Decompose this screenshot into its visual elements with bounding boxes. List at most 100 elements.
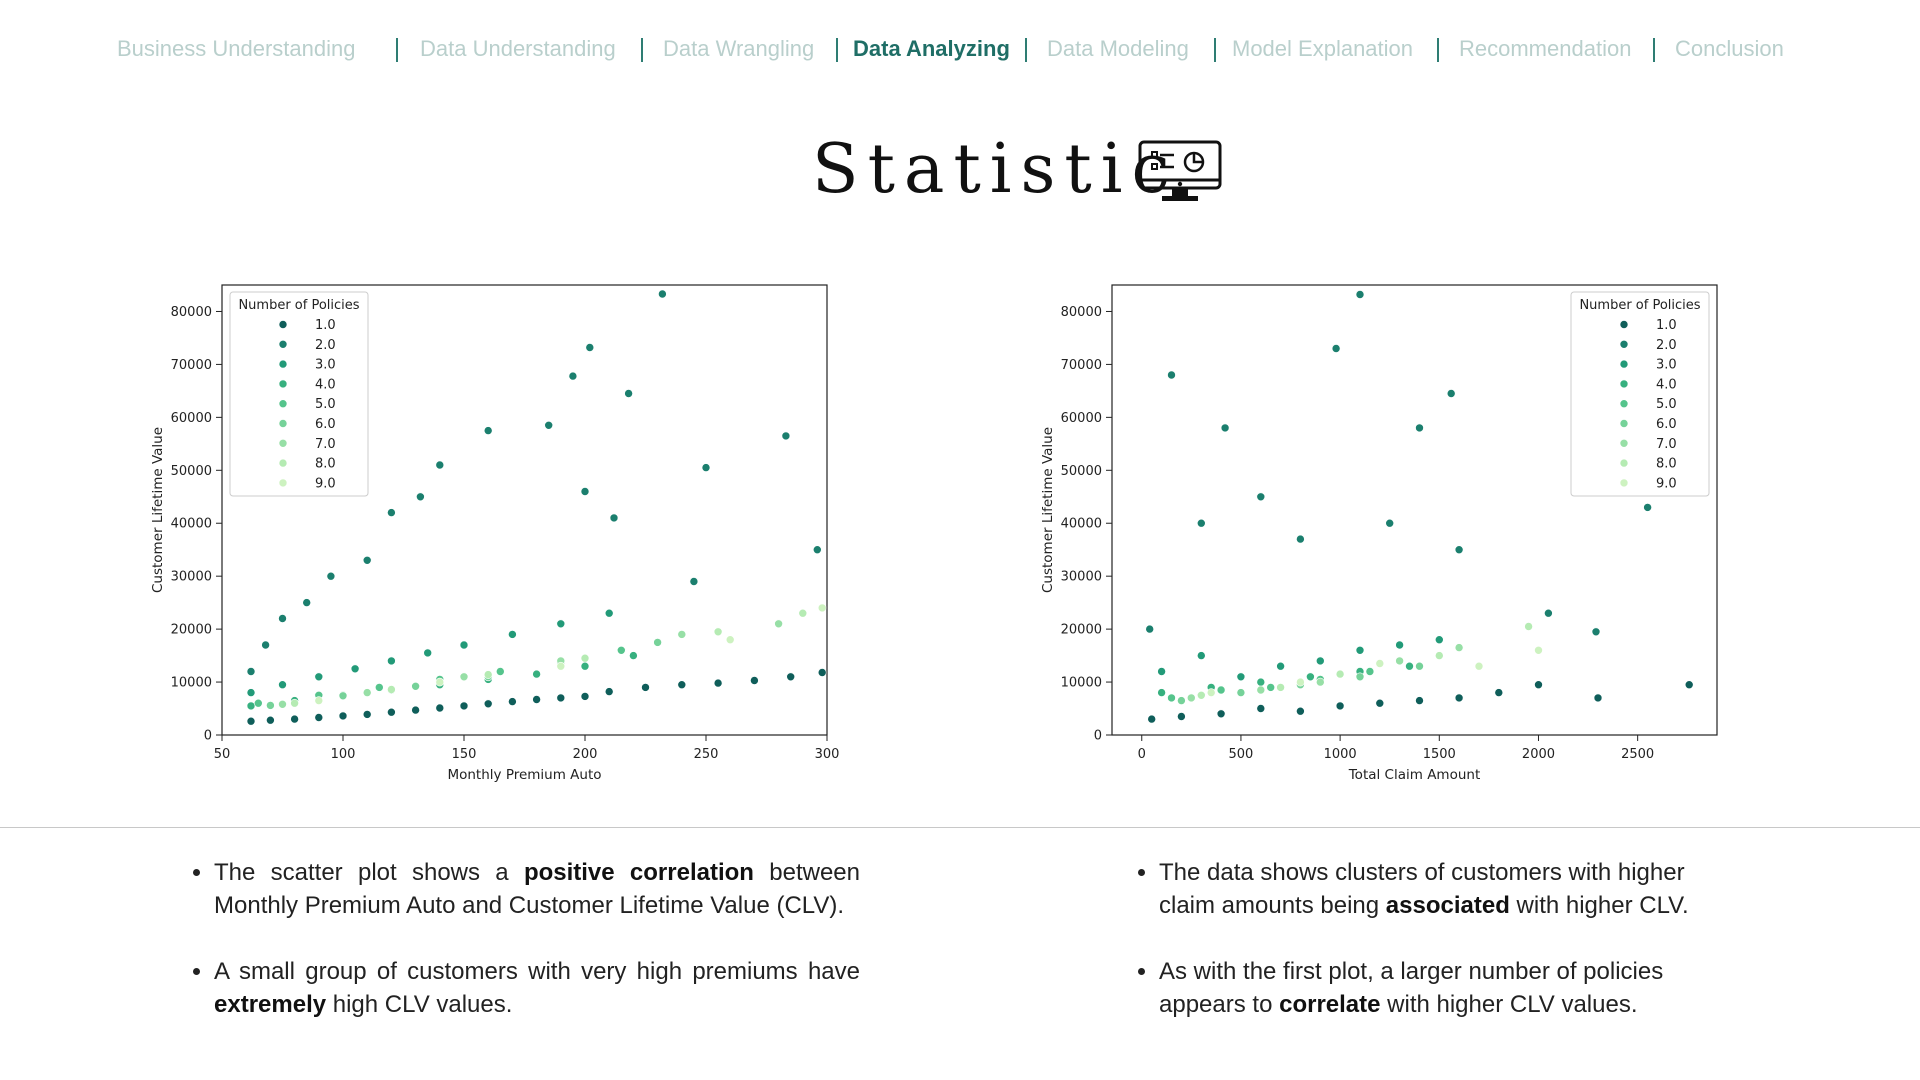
data-point — [580, 487, 590, 496]
nav-item-conclusion[interactable]: Conclusion — [1675, 36, 1784, 61]
data-point — [416, 492, 425, 502]
data-point — [1331, 344, 1341, 353]
nav-item-data-understanding[interactable]: Data Understanding — [420, 36, 616, 61]
data-point — [1236, 688, 1246, 697]
data-point — [483, 699, 493, 709]
legend-marker — [278, 419, 288, 428]
data-point — [375, 683, 384, 692]
right-insights: The data shows clusters of customers wit… — [1135, 856, 1705, 1054]
data-point — [568, 371, 578, 381]
y-axis-label: Customer Lifetime Value — [1040, 427, 1056, 593]
data-point — [1684, 680, 1694, 690]
data-point — [290, 698, 299, 708]
data-point — [362, 555, 372, 565]
data-point — [1375, 659, 1385, 668]
premium-vs-clv-chart: 50 100 150 200 250 300 0 10000 20000 30000 40000 50… — [150, 284, 839, 783]
nav-item-business-understanding[interactable]: Business Understanding — [117, 36, 356, 61]
page-title: Statistic — [812, 130, 1179, 209]
claim-vs-clv-chart: 0 500 1000 1500 2000 2500 0 10000 20000 30000 4000… — [1040, 284, 1718, 783]
data-point — [1256, 704, 1266, 713]
data-point — [1187, 693, 1196, 703]
data-point — [556, 693, 566, 703]
insight-emphasis: positive correlation — [523, 859, 754, 886]
data-point — [302, 598, 311, 607]
data-point — [314, 713, 324, 722]
nav-item-recommendation[interactable]: Recommendation — [1459, 36, 1632, 61]
insight-text: The data shows clusters of customers wit… — [1159, 859, 1685, 919]
data-point — [459, 672, 469, 682]
data-point — [774, 619, 783, 629]
data-point — [653, 638, 662, 647]
insight-text: high CLV values. — [326, 991, 513, 1018]
nav-item-data-analyzing[interactable]: Data Analyzing — [853, 36, 1010, 61]
data-point — [1177, 712, 1186, 721]
insight-bullet: The data shows clusters of customers wit… — [1159, 856, 1705, 922]
data-point — [1177, 696, 1186, 705]
data-point — [1315, 677, 1325, 687]
legend-marker — [1619, 379, 1629, 389]
data-point — [1643, 503, 1652, 512]
data-point — [689, 577, 699, 586]
data-point — [1355, 290, 1365, 299]
data-point — [338, 691, 348, 701]
insight-emphasis: extremely — [214, 991, 327, 1018]
x-axis-label: Total Claim Amount — [1348, 767, 1481, 783]
legend-marker — [278, 359, 288, 369]
legend-marker — [1619, 419, 1629, 428]
legend-marker — [278, 379, 288, 389]
insight-emphasis: associated — [1385, 892, 1510, 919]
nav-item-data-wrangling[interactable]: Data Wrangling — [663, 36, 815, 61]
legend: Number of Policies 1.0 2.0 3.0 4.0 5.0 6.0 7.0 8… — [1570, 291, 1710, 497]
legend-entry-label: 7.0 — [1656, 437, 1677, 452]
data-point — [246, 701, 256, 711]
data-point — [556, 619, 566, 629]
data-point — [290, 714, 299, 724]
legend-marker — [278, 458, 288, 468]
data-point — [532, 669, 541, 679]
nav-item-data-modeling[interactable]: Data Modeling — [1047, 36, 1189, 61]
data-point — [1385, 518, 1395, 528]
y-tick-label: 20000 — [171, 623, 212, 638]
data-point — [278, 699, 287, 709]
y-tick-label: 80000 — [171, 305, 212, 320]
data-point — [1454, 545, 1464, 555]
legend-entry-label: 9.0 — [1656, 476, 1677, 491]
monitor-dashboard-icon — [1138, 140, 1222, 201]
data-point — [314, 696, 324, 705]
data-point — [459, 640, 469, 650]
y-tick-label: 70000 — [171, 358, 212, 373]
left-insights: The scatter plot shows a positive correl… — [190, 856, 860, 1054]
data-point — [786, 672, 796, 682]
x-tick-label: 2000 — [1522, 747, 1555, 762]
insight-bullet: As with the first plot, a larger number … — [1159, 955, 1705, 1021]
data-point — [1365, 667, 1375, 676]
data-point — [1197, 518, 1206, 528]
data-point — [1454, 693, 1464, 703]
data-point — [701, 463, 711, 472]
data-point — [641, 683, 650, 692]
data-point — [266, 701, 275, 710]
data-point — [1315, 656, 1325, 666]
y-tick-label: 60000 — [1061, 411, 1102, 426]
x-tick-label: 150 — [452, 747, 477, 762]
data-point — [750, 676, 759, 685]
nav-separator — [1025, 38, 1027, 62]
data-point — [246, 716, 256, 726]
data-point — [350, 664, 360, 674]
data-point — [604, 608, 614, 618]
data-point — [629, 651, 638, 660]
data-point — [1434, 635, 1444, 645]
nav-item-model-explanation[interactable]: Model Explanation — [1232, 36, 1414, 61]
data-point — [1206, 688, 1216, 697]
data-point — [314, 672, 324, 682]
data-point — [1296, 534, 1305, 544]
data-point — [1197, 690, 1206, 700]
data-point — [1593, 693, 1603, 703]
data-point — [624, 389, 633, 398]
insight-bullet: The scatter plot shows a positive correl… — [214, 856, 860, 922]
nav-separator — [641, 38, 643, 62]
data-point — [1415, 423, 1424, 433]
data-point — [387, 707, 396, 717]
legend-entry-label: 4.0 — [1656, 377, 1677, 392]
data-point — [246, 688, 256, 697]
